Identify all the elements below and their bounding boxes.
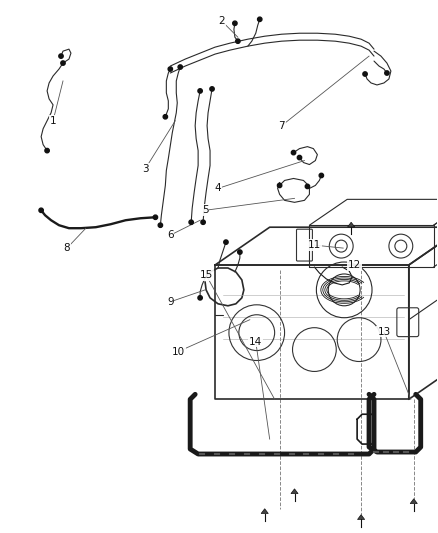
Polygon shape (261, 508, 268, 513)
Circle shape (198, 296, 202, 300)
Circle shape (233, 21, 237, 26)
Circle shape (305, 184, 310, 189)
Circle shape (277, 183, 282, 188)
Polygon shape (357, 515, 365, 520)
Polygon shape (410, 499, 417, 504)
Text: 6: 6 (167, 230, 173, 240)
Circle shape (153, 215, 158, 220)
Text: 7: 7 (278, 121, 285, 131)
Circle shape (59, 54, 63, 58)
Text: 5: 5 (202, 205, 208, 215)
Text: 10: 10 (172, 346, 185, 357)
Circle shape (61, 61, 65, 65)
Circle shape (39, 208, 43, 213)
Text: 3: 3 (142, 164, 149, 174)
Circle shape (363, 72, 367, 76)
Text: 15: 15 (199, 270, 213, 280)
Text: 14: 14 (249, 337, 262, 346)
Circle shape (210, 87, 214, 91)
Circle shape (198, 88, 202, 93)
Circle shape (163, 115, 167, 119)
Circle shape (224, 240, 228, 244)
Circle shape (238, 250, 242, 254)
Circle shape (178, 65, 183, 69)
Text: 2: 2 (219, 17, 225, 26)
Polygon shape (348, 222, 355, 227)
Text: 8: 8 (64, 243, 70, 253)
Text: 13: 13 (377, 327, 391, 337)
Circle shape (385, 71, 389, 75)
Circle shape (201, 220, 205, 224)
Polygon shape (291, 489, 298, 494)
Text: 1: 1 (50, 116, 57, 126)
Text: 12: 12 (347, 260, 361, 270)
Circle shape (297, 156, 302, 160)
Circle shape (45, 148, 49, 153)
Circle shape (168, 67, 173, 71)
Circle shape (189, 220, 193, 224)
Circle shape (319, 173, 324, 177)
Circle shape (258, 17, 262, 21)
Text: 11: 11 (308, 240, 321, 250)
Circle shape (236, 39, 240, 43)
Circle shape (158, 223, 162, 228)
Circle shape (291, 150, 296, 155)
Text: 4: 4 (215, 183, 221, 193)
Text: 9: 9 (167, 297, 173, 307)
